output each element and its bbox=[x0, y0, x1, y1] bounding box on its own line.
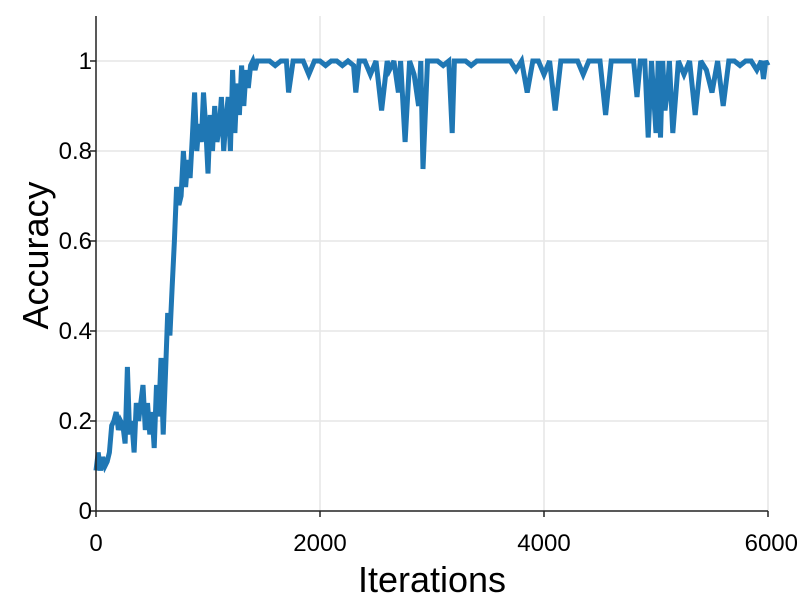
x-tick-label: 0 bbox=[89, 530, 102, 557]
y-tick-label: 0.2 bbox=[59, 408, 92, 435]
y-tick-label: 0.6 bbox=[59, 228, 92, 255]
y-axis-title: Accuracy bbox=[15, 181, 56, 329]
x-axis-title: Iterations bbox=[358, 559, 506, 600]
series-layer bbox=[93, 53, 771, 474]
y-tick-label: 0.8 bbox=[59, 138, 92, 165]
axes bbox=[95, 16, 768, 512]
ticks: 0 0.2 0.4 0.6 0.8 1 0 2000 4000 6000 bbox=[59, 48, 798, 557]
x-tick-label: 4000 bbox=[517, 530, 570, 557]
series-line-accuracy bbox=[93, 53, 771, 474]
y-tick-label: 1 bbox=[79, 48, 92, 75]
x-tick-label: 2000 bbox=[293, 530, 346, 557]
y-tick-label: 0 bbox=[79, 498, 92, 525]
x-tick-label: 6000 bbox=[745, 530, 798, 557]
y-tick-label: 0.4 bbox=[59, 318, 92, 345]
